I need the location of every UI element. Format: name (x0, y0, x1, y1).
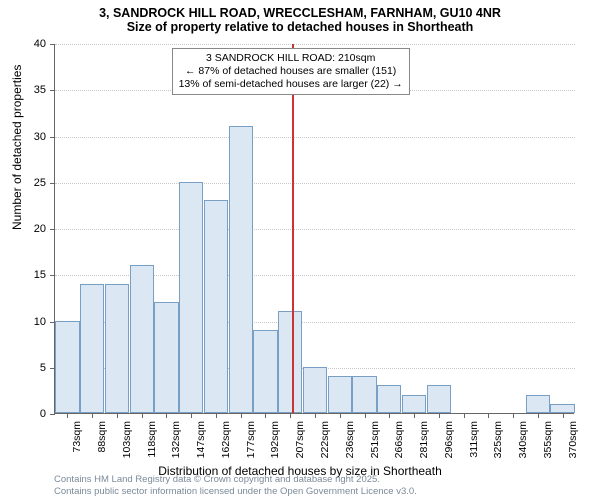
xtick-mark (191, 413, 192, 418)
xtick-label: 103sqm (121, 421, 133, 458)
ytick-label: 20 (16, 223, 46, 235)
xtick-label: 147sqm (195, 421, 207, 458)
xtick-mark (563, 413, 564, 418)
ytick-mark (50, 44, 55, 45)
histogram-bar (352, 376, 376, 413)
xtick-mark (439, 413, 440, 418)
histogram-bar (130, 265, 154, 413)
gridline (55, 229, 575, 230)
xtick-label: 311sqm (468, 421, 480, 458)
ytick-mark (50, 183, 55, 184)
footer: Contains HM Land Registry data © Crown c… (54, 474, 417, 497)
histogram-bar (550, 404, 574, 413)
ytick-label: 30 (16, 131, 46, 143)
annotation-line-2: ← 87% of detached houses are smaller (15… (179, 65, 403, 78)
ytick-mark (50, 137, 55, 138)
xtick-mark (166, 413, 167, 418)
gridline (55, 44, 575, 45)
footer-line-2: Contains public sector information licen… (54, 486, 417, 497)
title-line-2: Size of property relative to detached ho… (0, 20, 600, 34)
xtick-mark (513, 413, 514, 418)
ytick-label: 0 (16, 408, 46, 420)
histogram-bar (179, 182, 203, 413)
histogram-bar (402, 395, 426, 414)
histogram-bar (427, 385, 451, 413)
xtick-mark (117, 413, 118, 418)
xtick-label: 73sqm (71, 421, 83, 453)
xtick-label: 162sqm (220, 421, 232, 458)
xtick-mark (414, 413, 415, 418)
xtick-label: 370sqm (567, 421, 579, 458)
ytick-label: 35 (16, 84, 46, 96)
xtick-mark (464, 413, 465, 418)
ytick-mark (50, 275, 55, 276)
xtick-mark (340, 413, 341, 418)
xtick-label: 177sqm (245, 421, 257, 458)
xtick-label: 132sqm (170, 421, 182, 458)
title-line-1: 3, SANDROCK HILL ROAD, WRECCLESHAM, FARN… (0, 6, 600, 20)
reference-line (292, 44, 294, 413)
chart-container: 051015202530354073sqm88sqm103sqm118sqm13… (54, 44, 574, 414)
xtick-mark (265, 413, 266, 418)
histogram-bar (229, 126, 253, 413)
xtick-mark (389, 413, 390, 418)
xtick-label: 88sqm (96, 421, 108, 453)
gridline (55, 137, 575, 138)
annotation-line-1: 3 SANDROCK HILL ROAD: 210sqm (179, 52, 403, 65)
xtick-mark (488, 413, 489, 418)
xtick-mark (216, 413, 217, 418)
histogram-bar (377, 385, 401, 413)
chart-title-block: 3, SANDROCK HILL ROAD, WRECCLESHAM, FARN… (0, 0, 600, 36)
xtick-label: 340sqm (517, 421, 529, 458)
histogram-bar (105, 284, 129, 414)
xtick-mark (241, 413, 242, 418)
ytick-label: 15 (16, 269, 46, 281)
xtick-label: 207sqm (294, 421, 306, 458)
xtick-label: 296sqm (443, 421, 455, 458)
annotation-box: 3 SANDROCK HILL ROAD: 210sqm← 87% of det… (172, 48, 410, 95)
xtick-label: 192sqm (269, 421, 281, 458)
histogram-bar (328, 376, 352, 413)
plot-area: 051015202530354073sqm88sqm103sqm118sqm13… (54, 44, 574, 414)
xtick-label: 325sqm (492, 421, 504, 458)
xtick-label: 118sqm (146, 421, 158, 458)
xtick-mark (315, 413, 316, 418)
histogram-bar (55, 321, 79, 414)
histogram-bar (154, 302, 178, 413)
annotation-line-3: 13% of semi-detached houses are larger (… (179, 78, 403, 91)
histogram-bar (526, 395, 550, 414)
xtick-mark (290, 413, 291, 418)
histogram-bar (204, 200, 228, 413)
xtick-label: 251sqm (369, 421, 381, 458)
histogram-bar (278, 311, 302, 413)
xtick-mark (92, 413, 93, 418)
ytick-mark (50, 414, 55, 415)
histogram-bar (253, 330, 277, 413)
ytick-mark (50, 90, 55, 91)
xtick-mark (67, 413, 68, 418)
xtick-label: 266sqm (393, 421, 405, 458)
xtick-mark (365, 413, 366, 418)
ytick-label: 10 (16, 316, 46, 328)
ytick-mark (50, 229, 55, 230)
xtick-mark (538, 413, 539, 418)
ytick-label: 25 (16, 177, 46, 189)
gridline (55, 183, 575, 184)
ytick-label: 5 (16, 362, 46, 374)
histogram-bar (80, 284, 104, 414)
xtick-label: 281sqm (418, 421, 430, 458)
ytick-label: 40 (16, 38, 46, 50)
xtick-label: 355sqm (542, 421, 554, 458)
xtick-label: 222sqm (319, 421, 331, 458)
histogram-bar (303, 367, 327, 413)
xtick-label: 236sqm (344, 421, 356, 458)
footer-line-1: Contains HM Land Registry data © Crown c… (54, 474, 417, 485)
xtick-mark (142, 413, 143, 418)
